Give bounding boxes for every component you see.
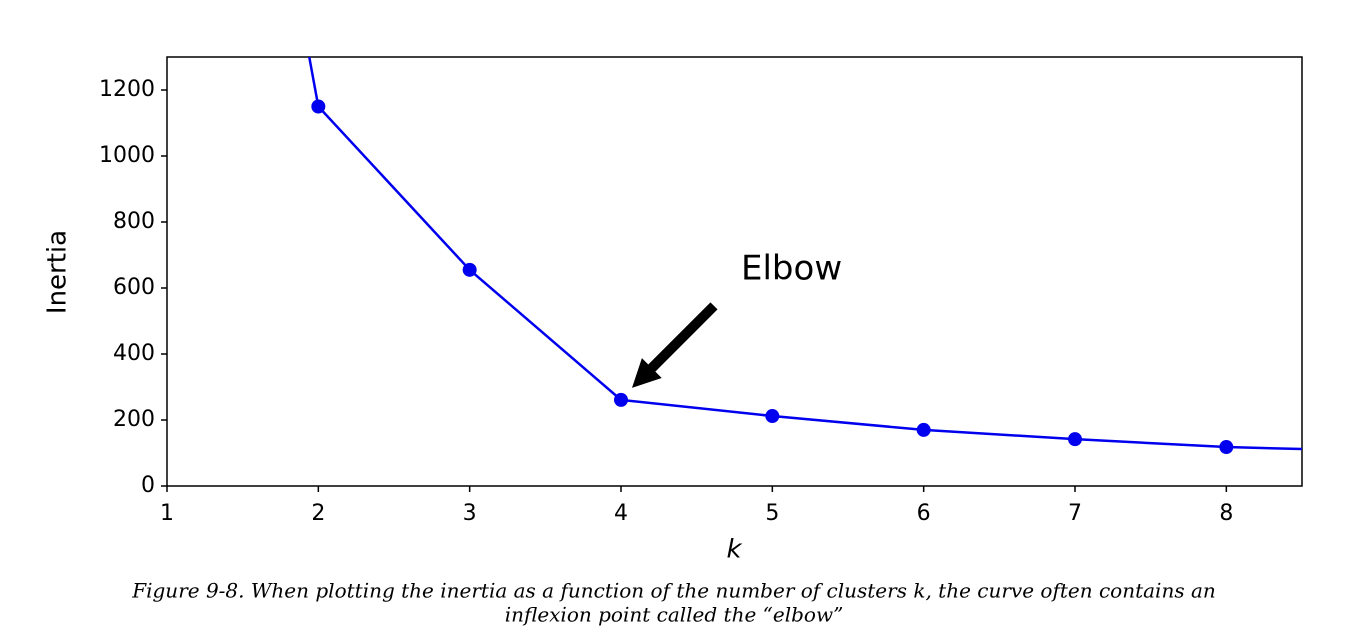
y-tick-label: 200: [113, 407, 155, 432]
x-tick-label: 7: [1068, 501, 1082, 526]
x-tick-label: 6: [917, 501, 931, 526]
x-tick-label: 8: [1219, 501, 1233, 526]
x-tick-label: 2: [311, 501, 325, 526]
x-tick-label: 5: [765, 501, 779, 526]
marker: [1068, 432, 1082, 447]
x-axis-label: k: [726, 535, 742, 565]
y-tick-label: 1000: [99, 143, 155, 168]
y-tick-label: 0: [141, 473, 155, 498]
y-tick-label: 800: [113, 209, 155, 234]
marker: [462, 262, 477, 277]
marker: [1219, 440, 1234, 455]
marker: [916, 422, 931, 437]
caption: Figure 9-8. When plotting the inertia as…: [131, 579, 1216, 603]
y-tick-label: 1200: [99, 77, 155, 102]
marker: [765, 409, 780, 424]
x-tick-label: 3: [463, 501, 477, 526]
y-axis-label: Inertia: [43, 230, 73, 314]
marker: [311, 99, 326, 114]
plot-frame: [166, 56, 1303, 487]
line: [307, 57, 1302, 451]
y-tick-label: 400: [113, 341, 155, 366]
y-tick-label: 600: [113, 275, 155, 300]
annotation-arrow: [632, 302, 718, 388]
plot-area: [307, 57, 1302, 455]
x-tick-label: 4: [614, 501, 628, 526]
annotation-text: Elbow: [741, 248, 842, 288]
caption: inflexion point called the “elbow”: [505, 603, 844, 627]
x-tick-label: 1: [160, 501, 174, 526]
marker: [614, 392, 628, 407]
